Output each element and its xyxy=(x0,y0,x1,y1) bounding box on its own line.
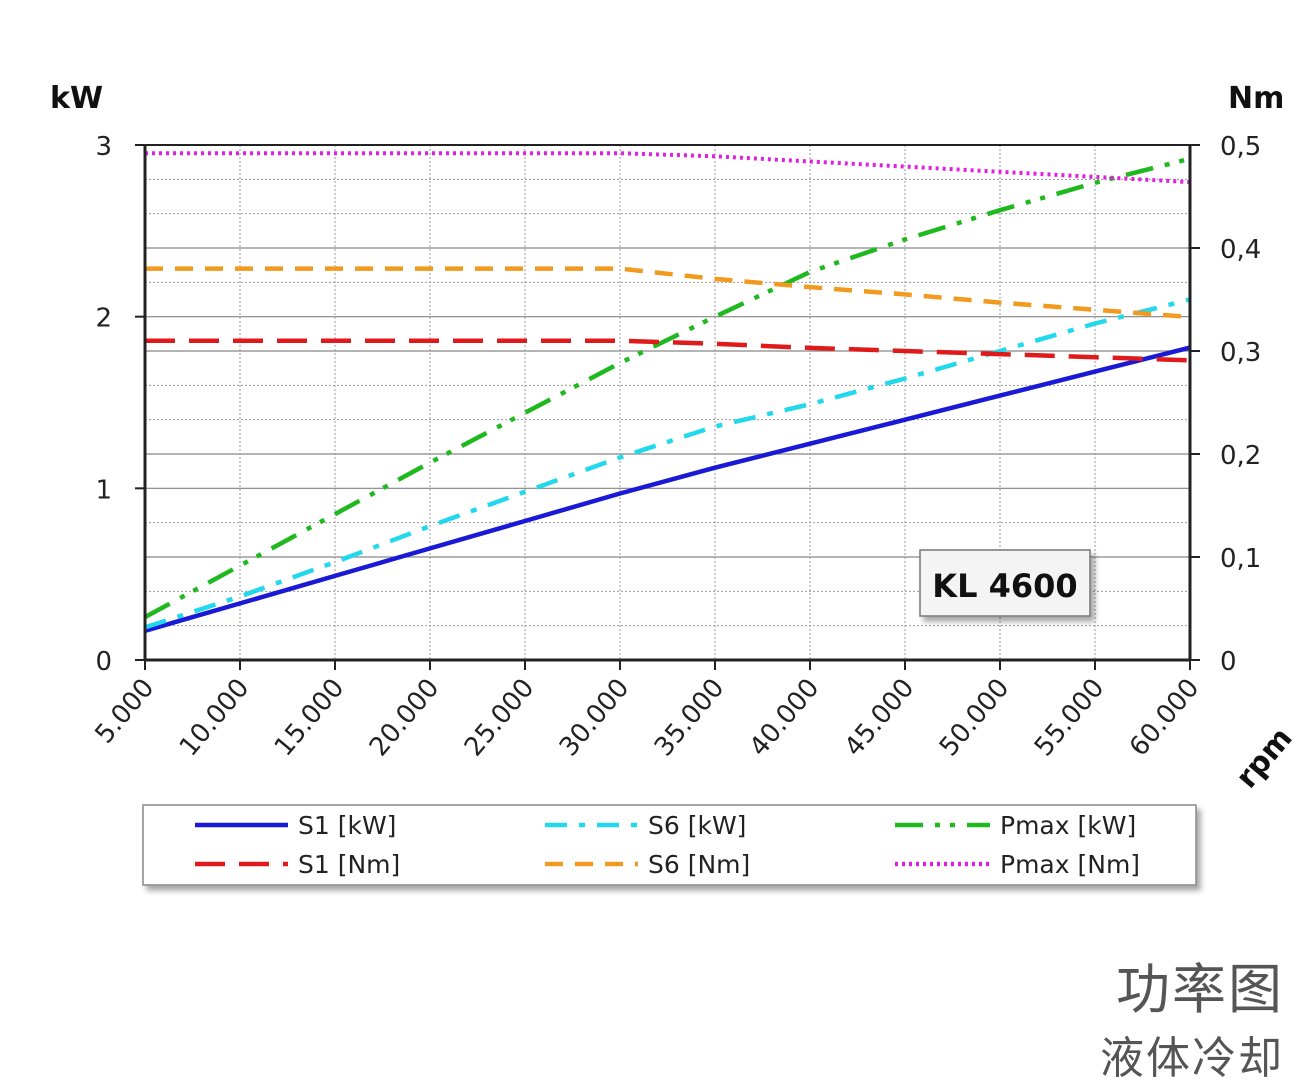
caption-title: 功率图 xyxy=(1116,958,1284,1021)
x-tick-label: 55.000 xyxy=(1029,673,1110,762)
caption-subtitle: 液体冷却 xyxy=(1100,1033,1284,1084)
series-line-s1-kw xyxy=(144,345,1191,633)
series-layer xyxy=(143,151,1191,633)
model-badge-label: KL 4600 xyxy=(932,567,1077,605)
model-badge: KL 4600 xyxy=(919,549,1091,617)
y-left-tick-label: 3 xyxy=(95,132,112,162)
legend-box xyxy=(142,804,1197,886)
x-tick-label: 30.000 xyxy=(554,673,635,762)
y-right-tick-label: 0,3 xyxy=(1220,338,1261,368)
x-tick-label: 35.000 xyxy=(649,673,730,762)
legend: S1 [kW] S6 [kW] Pmax [kW] S1 [Nm] S6 [Nm] Pma… xyxy=(142,804,1197,886)
x-tick-label: 50.000 xyxy=(934,673,1015,762)
y-right-tick-label: 0,2 xyxy=(1220,441,1261,471)
power-chart: kW Nm rpm 0 1 2 3 0 0,1 0,2 0,3 0,4 0,5 5.000 10.000 15… xyxy=(50,81,1300,886)
x-tick-label: 25.000 xyxy=(459,673,540,762)
model-badge-box xyxy=(919,549,1091,617)
grid-lines xyxy=(145,145,1190,660)
x-tick-label: 10.000 xyxy=(174,673,255,762)
series-line-s6-nm xyxy=(145,266,1191,320)
y-left-unit-label: kW xyxy=(50,81,103,116)
x-tick-label: 60.000 xyxy=(1124,673,1205,762)
y-right-tick-label: 0,1 xyxy=(1220,544,1261,574)
y-right-tick-label: 0,4 xyxy=(1220,235,1261,265)
x-tick-label: 20.000 xyxy=(364,673,445,762)
y-right-tick-label: 0,5 xyxy=(1220,132,1261,162)
x-tick-label: 45.000 xyxy=(839,673,920,762)
y-right-tick-label: 0 xyxy=(1220,647,1237,677)
legend-label: S6 [kW] xyxy=(648,811,746,840)
legend-label: S1 [kW] xyxy=(298,811,396,840)
x-unit-label: rpm xyxy=(1229,721,1299,795)
series-line-pmax-kw xyxy=(143,156,1191,620)
axes xyxy=(135,144,1200,670)
x-tick-label: 5.000 xyxy=(90,673,161,749)
legend-label: S1 [Nm] xyxy=(298,850,400,879)
x-tick-label: 40.000 xyxy=(744,673,825,762)
y-left-tick-label: 2 xyxy=(95,304,112,334)
series-line-s6-kw xyxy=(144,297,1191,630)
y-right-unit-label: Nm xyxy=(1228,81,1284,116)
x-tick-label: 15.000 xyxy=(269,673,350,762)
legend-label: S6 [Nm] xyxy=(648,850,750,879)
y-left-tick-label: 0 xyxy=(95,647,112,677)
legend-label: Pmax [Nm] xyxy=(1000,850,1140,879)
legend-label: Pmax [kW] xyxy=(1000,811,1136,840)
y-left-tick-label: 1 xyxy=(95,475,112,505)
